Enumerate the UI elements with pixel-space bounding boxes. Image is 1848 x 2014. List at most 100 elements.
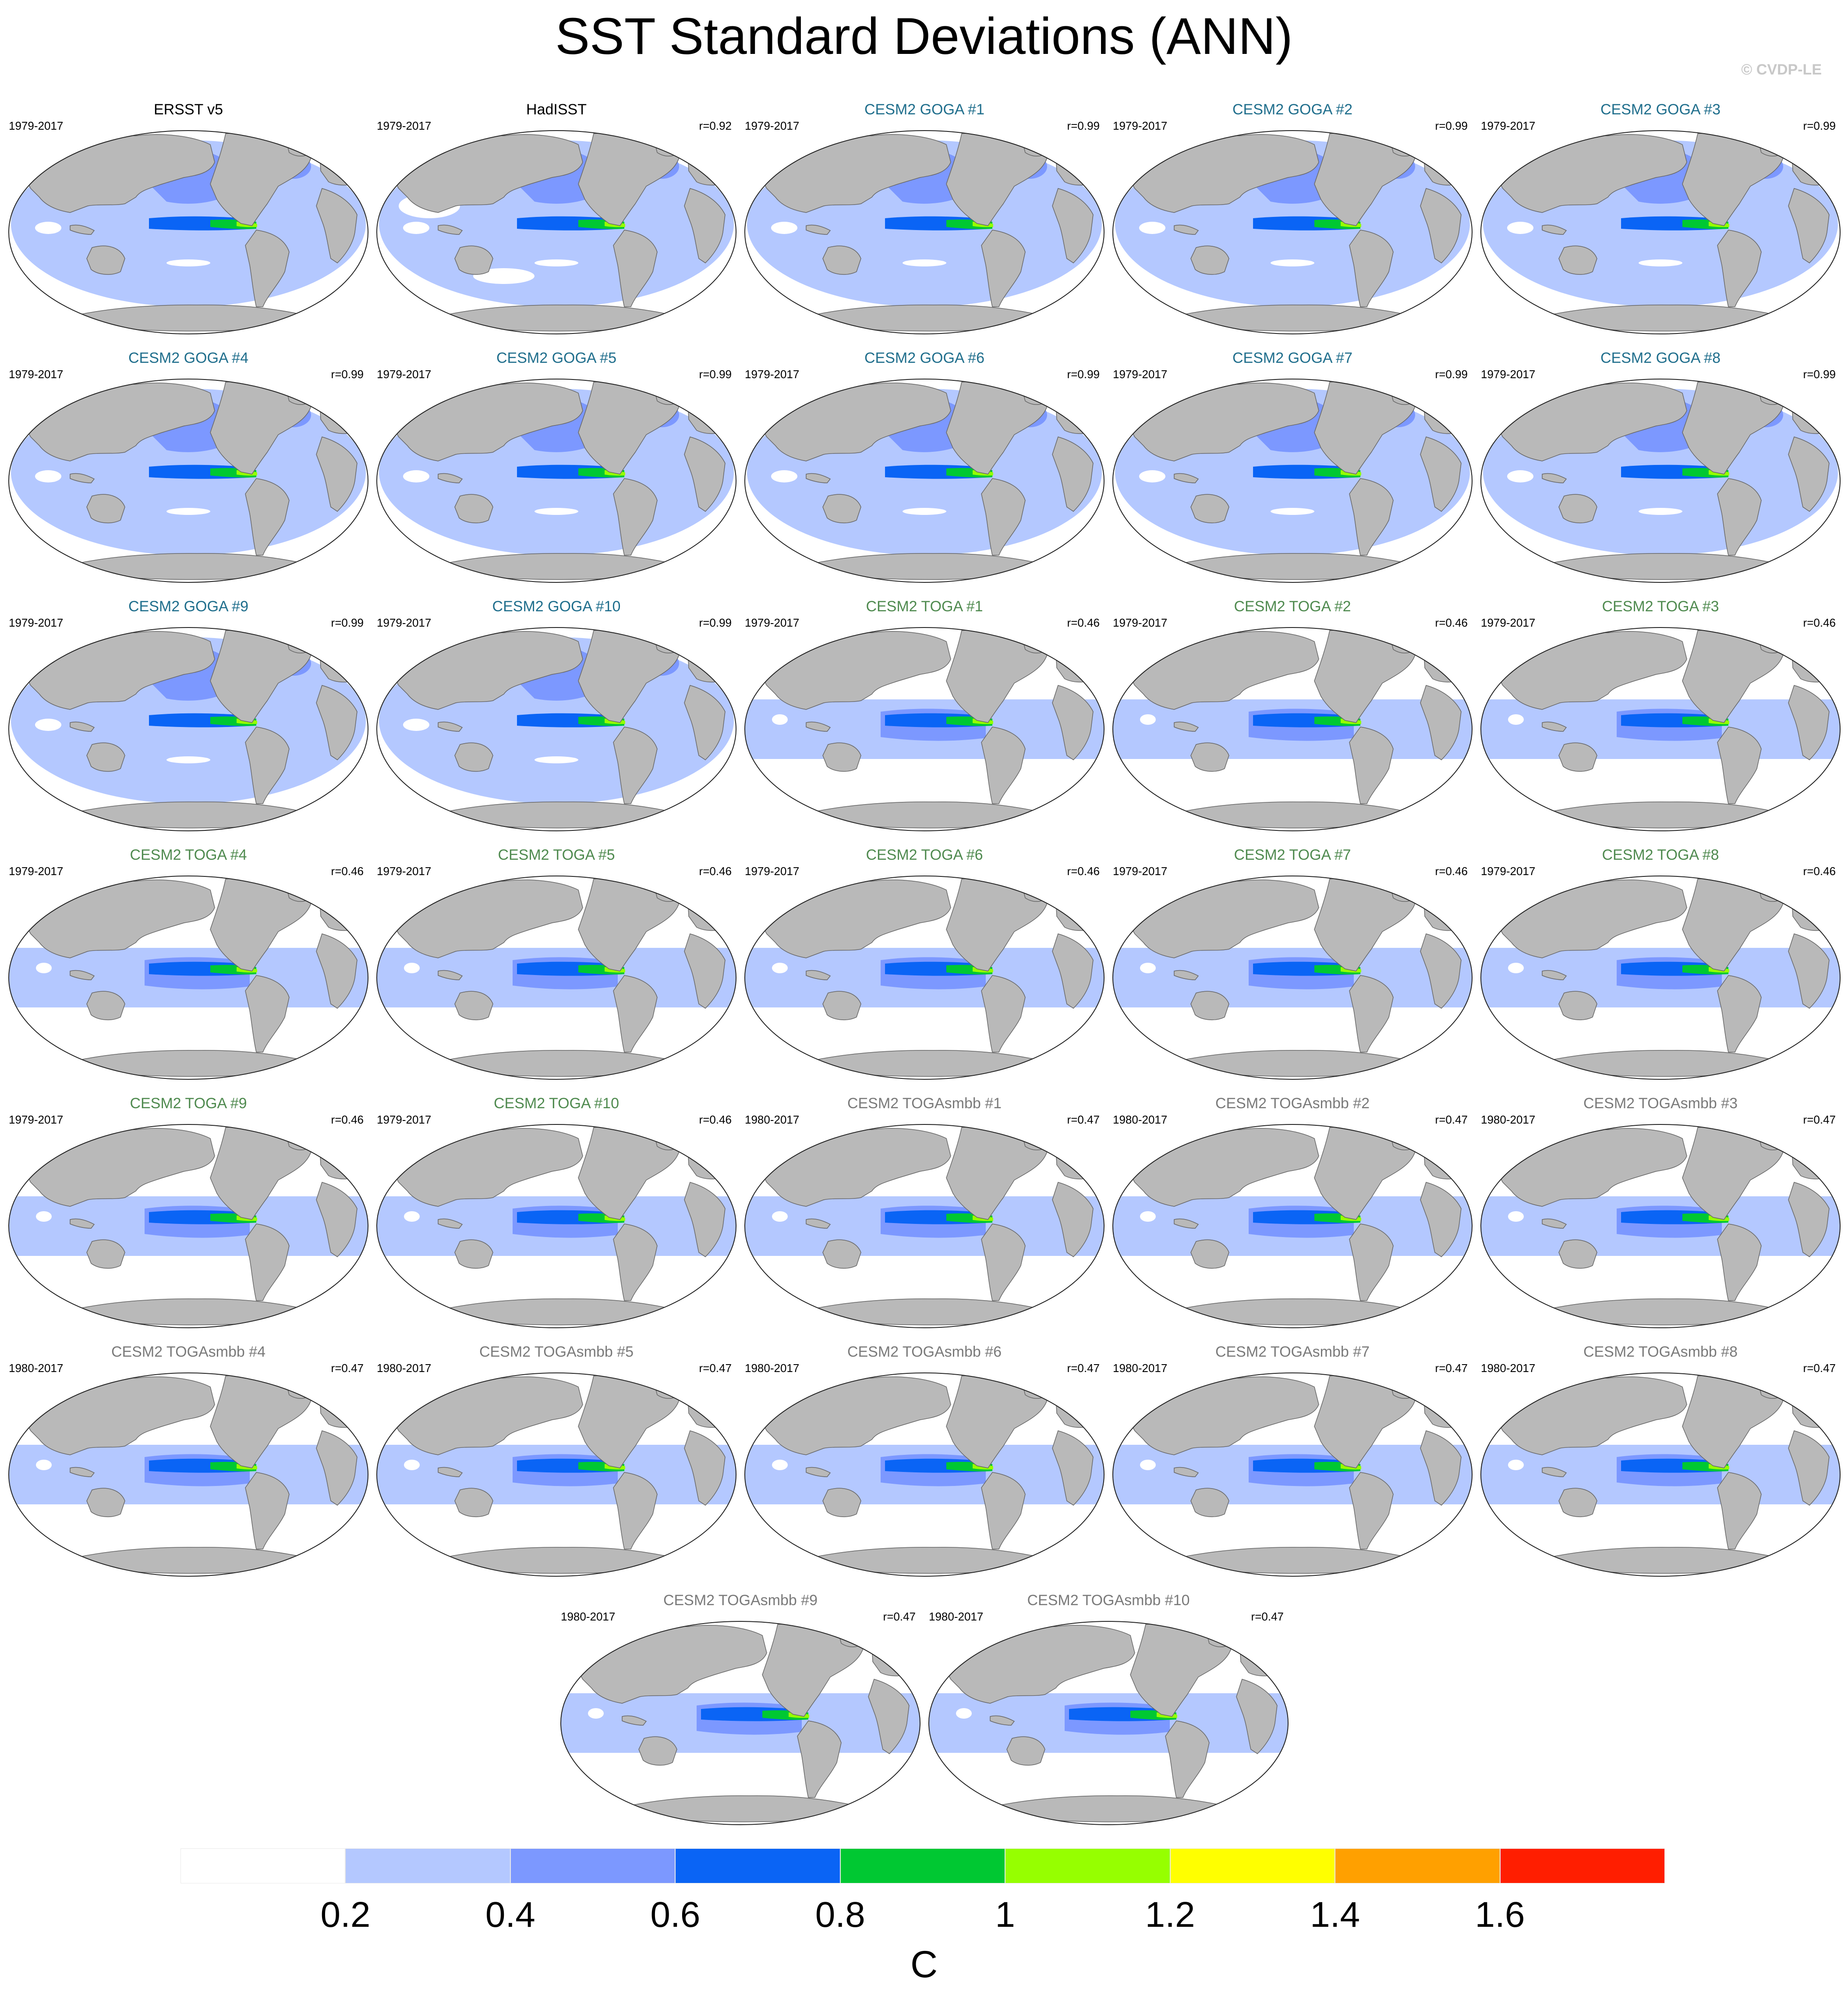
australia-landmass bbox=[1558, 494, 1597, 524]
map-outline bbox=[560, 1621, 920, 1825]
panel-correlation: r=0.99 bbox=[331, 368, 364, 381]
panel-correlation: r=0.46 bbox=[1435, 865, 1468, 878]
west-gap bbox=[1140, 1211, 1156, 1222]
south-america-landmass bbox=[1349, 478, 1394, 556]
antarctica-landmass bbox=[1182, 305, 1412, 332]
antarctica-landmass bbox=[1182, 1050, 1412, 1077]
panel-years: 1979-2017 bbox=[745, 865, 800, 878]
australia-landmass bbox=[1558, 1488, 1597, 1518]
panel-correlation: r=0.46 bbox=[1435, 616, 1468, 629]
south-america-landmass bbox=[981, 975, 1026, 1053]
world-map bbox=[8, 627, 368, 831]
indonesia-islands bbox=[70, 473, 95, 483]
antarctica-landmass bbox=[1182, 1547, 1412, 1574]
africa-landmass bbox=[684, 933, 726, 1009]
antarctica-landmass bbox=[1550, 1547, 1780, 1574]
world-map bbox=[1480, 379, 1841, 583]
africa-landmass bbox=[1788, 1182, 1830, 1257]
world-map bbox=[376, 876, 736, 1080]
map-contours bbox=[377, 1373, 736, 1576]
indonesia-islands bbox=[438, 970, 463, 980]
west-gap bbox=[588, 1708, 604, 1719]
south-america-landmass bbox=[981, 478, 1026, 556]
africa-landmass bbox=[1236, 1679, 1278, 1754]
panel-correlation: r=0.99 bbox=[1067, 119, 1100, 132]
map-panel: CESM2 TOGA #4 1979-2017 r=0.46 bbox=[4, 846, 372, 1083]
south-america-landmass bbox=[613, 975, 658, 1053]
map-outline bbox=[1112, 627, 1473, 831]
africa-landmass bbox=[1420, 188, 1462, 263]
map-outline bbox=[1112, 876, 1473, 1080]
antarctica-landmass bbox=[446, 553, 676, 580]
west-gap bbox=[1508, 1460, 1524, 1470]
australia-landmass bbox=[454, 991, 493, 1021]
panel-title: CESM2 TOGAsmbb #5 bbox=[479, 1344, 634, 1360]
south-america-landmass bbox=[797, 1720, 842, 1798]
africa-landmass bbox=[1788, 436, 1830, 512]
panel-years: 1979-2017 bbox=[377, 865, 432, 878]
south-gap bbox=[1639, 508, 1682, 515]
australia-landmass bbox=[1558, 991, 1597, 1021]
colorbar-box bbox=[675, 1848, 840, 1883]
south-gap bbox=[1639, 259, 1682, 266]
panel-title: CESM2 TOGAsmbb #3 bbox=[1583, 1095, 1738, 1112]
panel-title: CESM2 TOGAsmbb #10 bbox=[1027, 1592, 1190, 1609]
panel-years: 1979-2017 bbox=[9, 1113, 64, 1126]
map-contours bbox=[377, 876, 736, 1079]
australia-landmass bbox=[1558, 1239, 1597, 1269]
west-gap bbox=[956, 1708, 972, 1719]
map-outline bbox=[1112, 1372, 1473, 1577]
west-gap bbox=[1140, 963, 1156, 973]
panel-title: ERSST v5 bbox=[153, 101, 223, 118]
africa-landmass bbox=[1052, 188, 1094, 263]
antarctica-landmass bbox=[446, 305, 676, 332]
australia-landmass bbox=[86, 1488, 125, 1518]
africa-landmass bbox=[1052, 436, 1094, 512]
indonesia-islands bbox=[70, 721, 95, 732]
map-outline bbox=[1480, 379, 1841, 583]
south-america-landmass bbox=[1717, 975, 1762, 1053]
map-outline bbox=[928, 1621, 1289, 1825]
panel-title: CESM2 GOGA #1 bbox=[864, 101, 984, 118]
antarctica-landmass bbox=[1550, 801, 1780, 829]
map-outline bbox=[1480, 876, 1841, 1080]
panel-correlation: r=0.92 bbox=[699, 119, 732, 132]
australia-landmass bbox=[1190, 245, 1229, 275]
panel-years: 1980-2017 bbox=[1481, 1362, 1536, 1375]
africa-landmass bbox=[1420, 685, 1462, 760]
africa-landmass bbox=[684, 1182, 726, 1257]
panel-title: CESM2 GOGA #5 bbox=[496, 350, 616, 366]
south-gap bbox=[535, 259, 578, 266]
south-gap bbox=[1271, 259, 1314, 266]
world-map bbox=[928, 1621, 1289, 1825]
map-panel: CESM2 TOGA #5 1979-2017 r=0.46 bbox=[372, 846, 740, 1083]
world-map bbox=[376, 1124, 736, 1328]
map-panel: CESM2 GOGA #9 1979-2017 r=0.99 bbox=[4, 598, 372, 834]
indonesia-islands bbox=[438, 1218, 463, 1229]
world-map bbox=[744, 130, 1105, 334]
map-contours bbox=[1113, 876, 1472, 1079]
indonesia-islands bbox=[1542, 224, 1567, 235]
south-america-landmass bbox=[1349, 727, 1394, 804]
map-panel: CESM2 TOGAsmbb #6 1980-2017 r=0.47 bbox=[740, 1343, 1108, 1580]
world-map bbox=[1112, 130, 1473, 334]
west-gap bbox=[771, 470, 797, 482]
west-gap bbox=[1508, 1211, 1524, 1222]
south-america-landmass bbox=[1349, 975, 1394, 1053]
africa-landmass bbox=[1788, 685, 1830, 760]
australia-landmass bbox=[1006, 1736, 1045, 1766]
south-america-landmass bbox=[613, 478, 658, 556]
antarctica-landmass bbox=[1550, 553, 1780, 580]
africa-landmass bbox=[1788, 1430, 1830, 1506]
south-america-landmass bbox=[1717, 727, 1762, 804]
africa-landmass bbox=[1788, 933, 1830, 1009]
south-america-landmass bbox=[245, 230, 290, 307]
africa-landmass bbox=[684, 436, 726, 512]
panel-years: 1980-2017 bbox=[1481, 1113, 1536, 1126]
panel-years: 1979-2017 bbox=[9, 368, 64, 381]
map-outline bbox=[744, 876, 1105, 1080]
west-gap bbox=[403, 470, 429, 482]
colorbar-tick-label: 0.4 bbox=[485, 1895, 535, 1935]
australia-landmass bbox=[1558, 245, 1597, 275]
panel-years: 1980-2017 bbox=[1113, 1362, 1168, 1375]
